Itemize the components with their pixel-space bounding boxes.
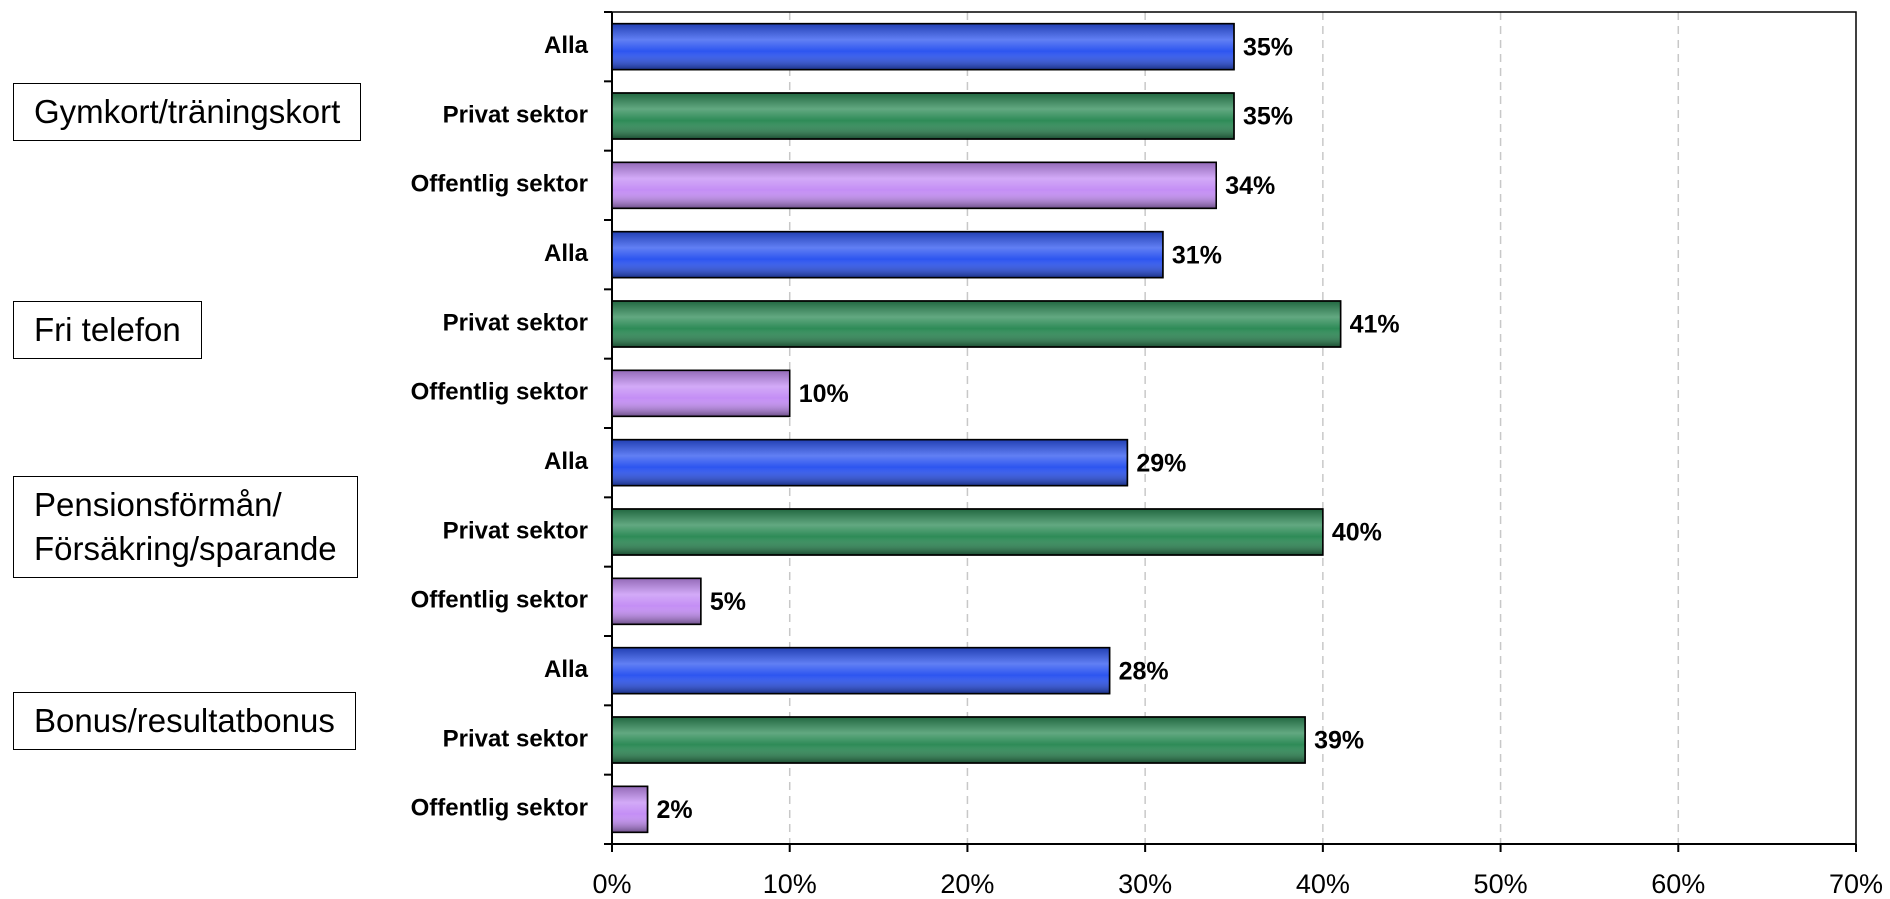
value-label: 41%: [1350, 311, 1400, 339]
bar-shine: [611, 161, 1217, 210]
value-label: 29%: [1136, 449, 1186, 477]
bar-shine: [611, 22, 1235, 71]
x-tick-label: 10%: [763, 869, 817, 899]
bar-category-label: Privat sektor: [443, 725, 588, 752]
bar-category-label: Alla: [544, 448, 589, 475]
x-tick-label: 20%: [940, 869, 994, 899]
bar-shine: [611, 508, 1324, 556]
bar-category-label: Alla: [544, 240, 589, 267]
value-label: 39%: [1314, 727, 1364, 755]
x-tick-label: 50%: [1474, 869, 1528, 899]
value-label: 31%: [1172, 241, 1222, 269]
group-label: Pensionsförmån/ Försäkring/sparande: [13, 476, 358, 578]
bar-shine: [611, 716, 1306, 764]
bar-shine: [611, 300, 1342, 348]
value-label: 35%: [1243, 33, 1293, 61]
value-label: 40%: [1332, 519, 1382, 547]
value-label: 2%: [657, 796, 693, 824]
bar-shine: [611, 369, 791, 418]
bar-category-label: Offentlig sektor: [411, 587, 588, 614]
x-tick-label: 70%: [1829, 869, 1883, 899]
group-label: Fri telefon: [13, 301, 202, 359]
x-tick-label: 40%: [1296, 869, 1350, 899]
bar-shine: [611, 92, 1235, 140]
bar-shine: [611, 438, 1129, 487]
bar-shine: [611, 646, 1111, 695]
bar-shine: [611, 785, 649, 834]
bar-category-label: Alla: [544, 32, 589, 59]
bar-category-label: Privat sektor: [443, 517, 588, 544]
value-label: 10%: [799, 380, 849, 408]
bar-category-label: Offentlig sektor: [411, 171, 588, 198]
bar-category-label: Offentlig sektor: [411, 795, 588, 822]
group-label: Gymkort/träningskort: [13, 83, 362, 141]
bar-category-label: Alla: [544, 656, 589, 683]
value-label: 35%: [1243, 103, 1293, 131]
bar-shine: [611, 577, 702, 626]
bar-category-label: Privat sektor: [443, 101, 588, 128]
x-tick-label: 60%: [1651, 869, 1705, 899]
bar-category-label: Offentlig sektor: [411, 379, 588, 406]
value-label: 34%: [1225, 172, 1275, 200]
x-tick-label: 30%: [1118, 869, 1172, 899]
value-label: 28%: [1119, 657, 1169, 685]
x-tick-label: 0%: [592, 869, 631, 899]
bar-category-label: Privat sektor: [443, 309, 588, 336]
group-label: Bonus/resultatbonus: [13, 692, 356, 750]
value-label: 5%: [710, 588, 746, 616]
bar-shine: [611, 230, 1164, 279]
